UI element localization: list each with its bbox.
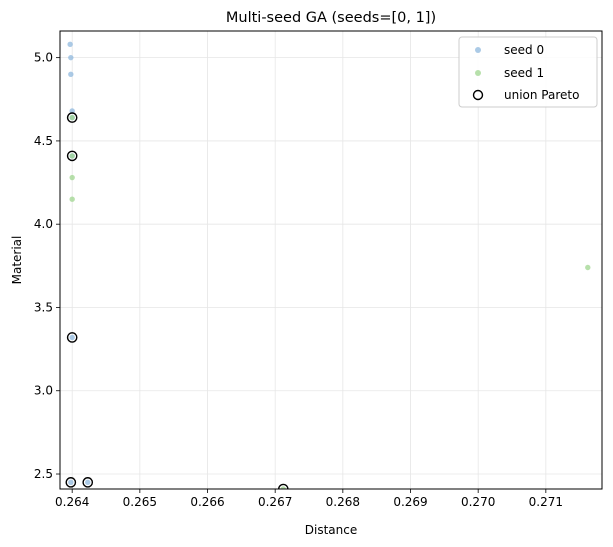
- seed-0-point: [67, 41, 73, 48]
- seed-0-point: [68, 479, 74, 486]
- plot-area: [65, 41, 591, 489]
- legend-label-seed-0: seed 0: [504, 43, 544, 57]
- seed-0-point: [85, 479, 91, 486]
- plot-frame: [59, 30, 603, 490]
- x-tick-label: 0.264: [55, 495, 89, 509]
- y-tick-label: 4.0: [34, 217, 53, 231]
- seed-0-point: [68, 54, 74, 61]
- legend-marker-union-pareto: [472, 89, 484, 101]
- legend-label-seed-1: seed 1: [504, 66, 544, 80]
- union-pareto-point: [66, 112, 78, 123]
- x-tick-label: 0.266: [190, 495, 224, 509]
- plot-marks: [65, 41, 591, 489]
- union-pareto-point: [82, 477, 94, 488]
- union-pareto-point: [65, 477, 77, 488]
- seed-1-point: [280, 486, 286, 489]
- x-axis-label: Distance: [305, 523, 357, 537]
- legend-marker-seed-1: [475, 70, 481, 76]
- x-axis-ticks: 0.264 0.265 0.266 0.267 0.268 0.269 0.270 0.271: [55, 489, 563, 509]
- y-tick-label: 3.5: [34, 300, 53, 314]
- seed-1-point: [585, 264, 591, 271]
- x-tick-label: 0.267: [258, 495, 292, 509]
- x-tick-label: 0.271: [529, 495, 563, 509]
- legend-label-union-pareto: union Pareto: [504, 88, 579, 102]
- y-tick-label: 5.0: [34, 51, 53, 65]
- y-axis-ticks: 2.5 3.0 3.5 4.0 4.5 5.0: [34, 51, 60, 481]
- legend: seed 0 seed 1 union Pareto: [458, 36, 598, 108]
- seed-0-point: [69, 334, 75, 341]
- legend-box: [458, 36, 598, 108]
- seed-0-point: [68, 71, 74, 78]
- union-pareto-point: [66, 332, 78, 343]
- seed-1-point: [69, 114, 75, 121]
- seed-1-point: [69, 174, 75, 181]
- x-tick-label: 0.270: [461, 495, 495, 509]
- chart-title: Multi-seed GA (seeds=[0, 1]): [226, 10, 436, 26]
- x-tick-label: 0.269: [393, 495, 427, 509]
- y-tick-label: 3.0: [34, 384, 53, 398]
- seed-0-point: [69, 108, 75, 114]
- seed-1-point: [69, 196, 75, 202]
- seed-1-point: [69, 153, 75, 159]
- x-tick-label: 0.265: [123, 495, 157, 509]
- legend-marker-seed-0: [475, 47, 481, 53]
- x-tick-label: 0.268: [326, 495, 360, 509]
- union-pareto-point: [66, 150, 78, 162]
- y-tick-label: 4.5: [34, 134, 53, 148]
- y-tick-label: 2.5: [34, 467, 53, 481]
- y-axis-label: Material: [10, 236, 24, 285]
